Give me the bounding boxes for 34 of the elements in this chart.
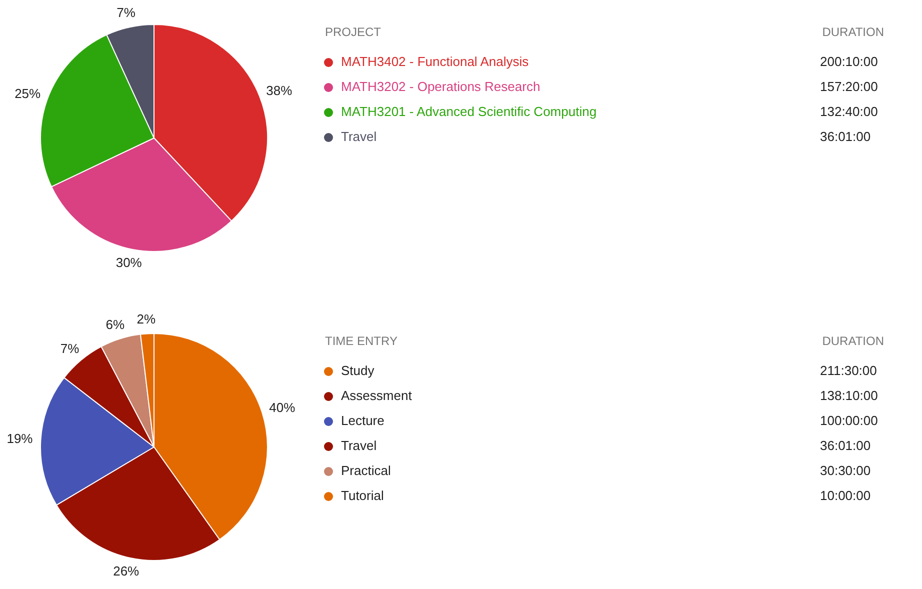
text: 26% xyxy=(113,563,140,578)
legend-label: MATH3201 - Advanced Scientific Computing xyxy=(341,104,597,120)
legend-label: Study xyxy=(341,363,374,379)
text: DURATION xyxy=(822,25,884,39)
data-label: 211:30:00 xyxy=(820,363,877,379)
legend-title: PROJECT xyxy=(325,25,382,39)
legend-label: Travel xyxy=(341,438,377,454)
data-label: 36:01:00 xyxy=(820,438,871,454)
text: 40% xyxy=(269,400,296,415)
legend-label: MATH3202 - Operations Research xyxy=(341,79,540,95)
text: DURATION xyxy=(822,334,884,348)
text: 25% xyxy=(14,86,42,102)
data-label: 132:40:00 xyxy=(820,104,878,120)
legend-label: Lecture xyxy=(341,413,384,429)
legend-label: MATH3402 - Functional Analysis xyxy=(341,54,529,70)
data-label: 157:20:00 xyxy=(820,79,878,95)
text: 7% xyxy=(116,5,136,20)
text: 19% xyxy=(6,430,34,446)
data-label: 30:30:00 xyxy=(820,463,871,479)
data-label: 10:00:00 xyxy=(820,488,871,504)
legend-title: TIME ENTRY xyxy=(325,334,398,348)
data-label: 138:10:00 xyxy=(820,388,878,404)
text: 2% xyxy=(136,311,156,326)
text: 7% xyxy=(60,340,80,356)
legend-label: Assessment xyxy=(341,388,412,404)
text: 6% xyxy=(106,316,125,332)
data-label: 100:00:00 xyxy=(820,413,878,429)
data-label: 200:10:00 xyxy=(820,54,878,70)
legend-label: Travel xyxy=(341,129,377,145)
legend-label: Practical xyxy=(341,463,391,479)
legend-label: Tutorial xyxy=(341,488,384,504)
text: 38% xyxy=(266,82,293,98)
text: 30% xyxy=(116,254,142,270)
data-label: 36:01:00 xyxy=(820,129,871,145)
